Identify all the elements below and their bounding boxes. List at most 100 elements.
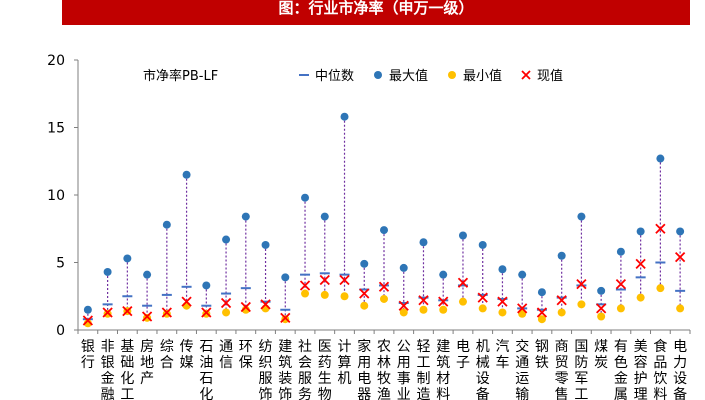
current-point <box>181 296 192 307</box>
x-category-char: 农 <box>377 339 391 355</box>
x-category-char: 钢 <box>535 339 549 355</box>
current-point <box>398 300 409 311</box>
current-point <box>220 297 232 309</box>
x-category-char: 业 <box>397 387 411 400</box>
legend-label: 最大值 <box>389 68 428 84</box>
x-category-char: 通 <box>219 339 233 355</box>
x-category-char: 织 <box>259 355 273 371</box>
x-category-char: 美 <box>634 339 648 355</box>
x-category-char: 础 <box>120 355 134 371</box>
x-category-char: 汽 <box>495 339 509 355</box>
x-category-label: 社会服务 <box>298 339 312 400</box>
x-category-char: 煤 <box>594 339 608 355</box>
x-category-label: 银行 <box>81 339 95 371</box>
x-category-char: 铁 <box>535 355 549 371</box>
x-category-char: 用 <box>397 355 411 371</box>
x-category-label: 国防军工 <box>574 339 588 400</box>
current-point <box>674 251 686 263</box>
max-point <box>162 220 171 229</box>
x-category-label: 非银金融 <box>101 339 115 400</box>
x-category-char: 通 <box>515 355 529 371</box>
current-point <box>576 278 587 290</box>
min-point <box>518 309 527 318</box>
max-point <box>399 263 408 272</box>
x-category-char: 贸 <box>555 355 569 371</box>
x-category-label: 建筑装饰 <box>278 339 292 400</box>
max-point <box>518 270 527 279</box>
x-category-char: 生 <box>318 371 332 387</box>
current-point <box>457 277 469 288</box>
x-category-char: 工 <box>416 355 430 371</box>
x-category-char: 制 <box>416 371 430 387</box>
x-category-char: 石 <box>199 371 213 387</box>
x-category-char: 商 <box>555 339 569 355</box>
x-category-char: 运 <box>515 371 529 387</box>
current-point <box>615 278 627 290</box>
x-category-char: 环 <box>239 339 253 355</box>
current-point <box>596 303 607 314</box>
max-point <box>320 212 329 221</box>
x-category-char: 轻 <box>416 339 430 355</box>
x-category-char: 服 <box>259 371 273 387</box>
min-point <box>636 293 645 302</box>
x-category-char: 食 <box>653 338 667 355</box>
chart-title: 图：行业市净率（申万一级） <box>278 0 474 17</box>
x-category-char: 力 <box>673 355 687 371</box>
x-category-char: 化 <box>199 387 213 400</box>
min-point <box>202 309 211 318</box>
x-category-char: 金 <box>101 371 115 387</box>
x-category-char: 防 <box>574 355 588 371</box>
x-category-label: 建筑材料 <box>436 339 450 400</box>
max-point <box>616 247 625 256</box>
current-point <box>497 296 508 307</box>
y-tick-label: 5 <box>56 256 65 272</box>
x-category-char: 融 <box>101 387 115 400</box>
x-category-char: 机 <box>476 339 490 355</box>
x-category-char: 护 <box>634 371 648 387</box>
x-category-label: 家用电器 <box>357 338 371 400</box>
min-point <box>301 289 310 298</box>
x-category-label: 通信 <box>219 339 233 371</box>
x-category-char: 服 <box>298 371 312 387</box>
legend-marker-max <box>374 71 382 79</box>
x-category-char: 料 <box>653 387 667 400</box>
min-point <box>380 294 388 303</box>
x-category-char: 工 <box>574 387 588 400</box>
current-point <box>556 295 567 306</box>
x-category-char: 纺 <box>259 339 273 355</box>
min-point <box>537 315 546 324</box>
current-point <box>418 295 429 306</box>
min-point <box>103 309 112 318</box>
x-category-char: 理 <box>634 387 648 400</box>
x-category-char: 地 <box>140 355 154 371</box>
current-point <box>536 307 548 318</box>
x-category-char: 保 <box>239 355 253 371</box>
x-category-char: 计 <box>338 339 352 355</box>
x-category-char: 家 <box>357 338 371 355</box>
x-category-char: 饮 <box>653 371 667 387</box>
current-point <box>280 312 291 323</box>
current-point <box>339 274 350 286</box>
x-category-char: 事 <box>397 371 411 387</box>
x-category-label: 有色金属 <box>614 339 628 400</box>
x-category-char: 渔 <box>377 387 391 400</box>
x-category-char: 会 <box>298 355 312 371</box>
max-point <box>577 212 586 221</box>
legend-label: 中位数 <box>315 69 354 84</box>
x-category-char: 造 <box>416 387 430 400</box>
max-point <box>498 265 507 274</box>
x-category-label: 电子 <box>456 339 470 371</box>
x-category-char: 公 <box>397 339 411 355</box>
current-point <box>438 296 449 307</box>
x-category-label: 计算机 <box>338 339 352 387</box>
x-category-char: 电 <box>673 339 687 355</box>
x-category-char: 物 <box>318 387 332 400</box>
max-point <box>360 259 369 268</box>
x-category-char: 基 <box>120 338 134 355</box>
min-point <box>360 301 369 310</box>
max-point <box>419 238 428 247</box>
current-point <box>378 281 390 292</box>
min-point <box>597 312 606 321</box>
max-point <box>83 305 92 314</box>
